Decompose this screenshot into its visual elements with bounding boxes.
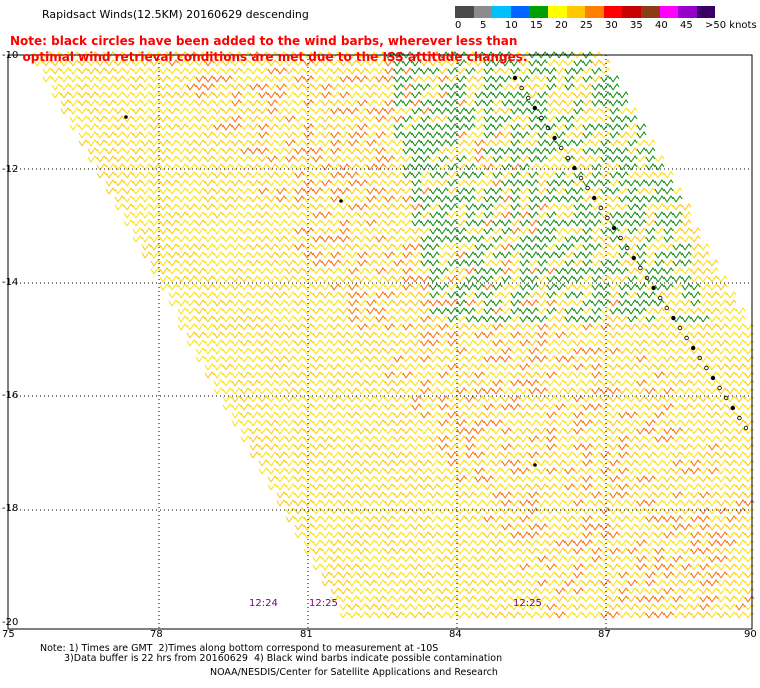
- legend-swatch-5: [547, 6, 567, 18]
- lon-label-90: 90: [744, 629, 757, 640]
- lat-label-18s: -18: [2, 503, 19, 514]
- lat-label-16s: -16: [2, 390, 19, 401]
- lat-label-14s: -14: [2, 277, 19, 288]
- contamination-flags-layer: [124, 75, 749, 467]
- legend-swatch-11: [659, 6, 679, 18]
- legend-swatch-9: [622, 6, 641, 18]
- red-note: Note: black circles have been added to t…: [10, 33, 527, 65]
- map-frame: [7, 54, 753, 630]
- lon-label-78: 78: [150, 629, 163, 640]
- footer-note-line-1: Note: 1) Times are GMT 2)Times along bot…: [40, 643, 439, 654]
- legend-color-bar: [455, 6, 716, 18]
- pass-time-3: 12:25: [513, 598, 542, 609]
- wind-barbs-layer: [33, 51, 755, 619]
- legend-swatch-0: [455, 6, 474, 18]
- note-line-2: optimal wind retrieval conditions are me…: [22, 50, 528, 64]
- legend-swatch-12: [678, 6, 697, 18]
- legend-swatch-3: [510, 6, 530, 18]
- lon-label-84: 84: [449, 629, 462, 640]
- legend-label-8: 40: [655, 20, 668, 31]
- footer-note-line-2: 3)Data buffer is 22 hrs from 20160629 4)…: [64, 653, 503, 664]
- legend-label-5: 25: [580, 20, 593, 31]
- legend-label-7: 35: [630, 20, 643, 31]
- lon-label-75: 75: [2, 629, 15, 640]
- legend-swatch-1: [473, 6, 493, 18]
- legend-swatch-2: [492, 6, 511, 18]
- legend-swatch-10: [640, 6, 660, 18]
- legend-swatch-6: [566, 6, 586, 18]
- lat-label-10s: -10: [2, 50, 19, 61]
- legend-label-2: 10: [505, 20, 518, 31]
- lat-label-12s: -12: [2, 164, 19, 175]
- legend-swatch-4: [529, 6, 548, 18]
- legend-label-4: 20: [555, 20, 568, 31]
- lon-label-81: 81: [300, 629, 313, 640]
- lon-label-87: 87: [598, 629, 611, 640]
- pass-time-2: 12:25: [309, 598, 338, 609]
- legend-label-0: 0: [455, 20, 462, 31]
- legend-label-10: >50 knots: [705, 20, 757, 31]
- footer-credit: NOAA/NESDIS/Center for Satellite Applica…: [210, 667, 498, 678]
- legend-swatch-13: [696, 6, 716, 18]
- pass-time-1: 12:24: [249, 598, 278, 609]
- legend-label-9: 45: [680, 20, 693, 31]
- legend-label-3: 15: [530, 20, 543, 31]
- legend-swatch-8: [603, 6, 623, 18]
- legend-label-1: 5: [480, 20, 487, 31]
- color-legend: 0 5 10 15 20 25 30 35 40 45 >50 knots: [455, 6, 757, 32]
- legend-swatch-7: [585, 6, 604, 18]
- lat-lon-grid: [8, 55, 752, 629]
- legend-labels: 0 5 10 15 20 25 30 35 40 45 >50 knots: [455, 18, 757, 32]
- lat-label-20s: -20: [2, 617, 19, 628]
- map-title: Rapidsact Winds(12.5KM) 20160629 descend…: [42, 8, 309, 21]
- legend-label-6: 30: [605, 20, 618, 31]
- note-line-1: Note: black circles have been added to t…: [10, 34, 518, 48]
